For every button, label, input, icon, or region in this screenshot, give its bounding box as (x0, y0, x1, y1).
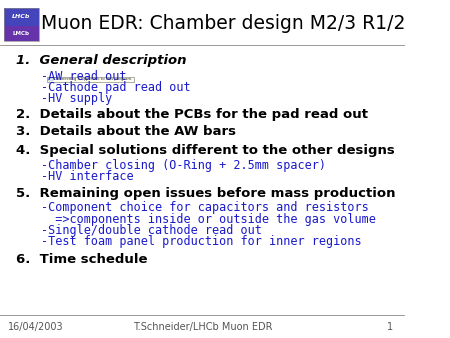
Bar (47, 77, 134, 82)
Text: -Chamber closing (O-Ring + 2.5mm spacer): -Chamber closing (O-Ring + 2.5mm spacer) (40, 159, 325, 172)
Text: 16/04/2003: 16/04/2003 (8, 321, 64, 332)
Text: -Component choice for capacitors and resistors: -Component choice for capacitors and res… (40, 201, 368, 214)
Bar (4, 8, 39, 41)
Bar (4, 8, 39, 26)
Text: 1: 1 (387, 321, 393, 332)
Text: Muon EDR: Chamber design M2/3 R1/2: Muon EDR: Chamber design M2/3 R1/2 (41, 14, 405, 33)
Text: 3.  Details about the AW bars: 3. Details about the AW bars (16, 125, 236, 138)
Text: -HV supply: -HV supply (40, 92, 112, 105)
Text: -Cathode pad read out: -Cathode pad read out (40, 81, 190, 94)
Text: 1.  General description: 1. General description (16, 54, 187, 67)
Bar (48, 78, 53, 81)
Text: T.Schneider/LHCb Muon EDR: T.Schneider/LHCb Muon EDR (133, 321, 272, 332)
Text: 5.  Remaining open issues before mass production: 5. Remaining open issues before mass pro… (16, 187, 396, 200)
Text: 2.  Details about the PCBs for the pad read out: 2. Details about the PCBs for the pad re… (16, 108, 368, 121)
Text: Connecting a hyperlink to this program.: Connecting a hyperlink to this program. (54, 77, 132, 81)
Text: =>components inside or outside the gas volume: =>components inside or outside the gas v… (40, 213, 375, 225)
Text: LHCb: LHCb (12, 14, 31, 19)
Text: -HV interface: -HV interface (40, 170, 133, 183)
Text: 6.  Time schedule: 6. Time schedule (16, 253, 148, 266)
Text: -AW read out: -AW read out (40, 70, 126, 82)
Bar (4, 26, 39, 41)
Text: -Single/double cathode read out: -Single/double cathode read out (40, 224, 261, 237)
Text: 4.  Special solutions different to the other designs: 4. Special solutions different to the ot… (16, 144, 395, 157)
Text: -Test foam panel production for inner regions: -Test foam panel production for inner re… (40, 235, 361, 248)
Text: LMCb: LMCb (13, 31, 30, 37)
